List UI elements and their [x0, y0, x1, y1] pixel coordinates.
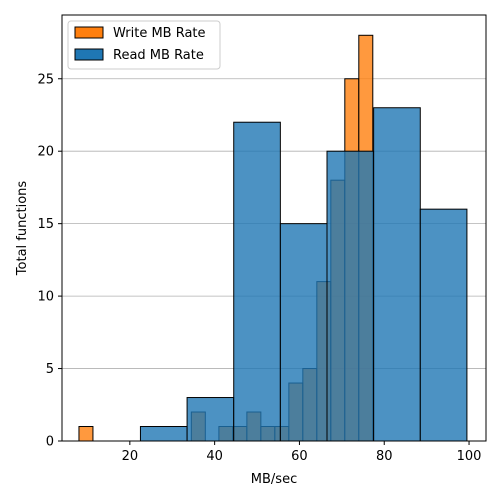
- y-tick-label: 0: [46, 435, 54, 450]
- histogram-bar: [233, 121, 281, 442]
- legend-swatch-read: [74, 48, 104, 61]
- legend-label-write: Write MB Rate: [113, 26, 206, 41]
- y-tick-label: 5: [46, 362, 54, 377]
- x-tick-label: 40: [206, 449, 223, 464]
- x-axis-ticks: 20 40 60 80 100: [122, 441, 482, 464]
- y-tick-label: 15: [37, 217, 54, 232]
- y-tick-label: 10: [37, 290, 54, 305]
- histogram-bar: [279, 223, 328, 442]
- histogram-bar: [186, 397, 235, 442]
- plot-frame: [61, 14, 487, 442]
- legend-swatch-write: [74, 26, 104, 39]
- legend-label-read: Read MB Rate: [113, 48, 204, 63]
- histogram-bar: [419, 208, 468, 442]
- y-axis-ticks: 0 5 10 15 20 25: [37, 72, 62, 450]
- x-tick-label: 60: [291, 449, 308, 464]
- y-tick-label: 20: [37, 145, 54, 160]
- histogram-bar: [373, 107, 421, 442]
- histogram-bar: [78, 426, 94, 442]
- x-tick-label: 100: [457, 449, 482, 464]
- x-tick-label: 80: [376, 449, 393, 464]
- x-axis-label: MB/sec: [251, 472, 297, 487]
- legend-box: [67, 20, 221, 70]
- histogram-bar: [139, 426, 188, 442]
- histogram-bar: [326, 150, 375, 442]
- x-tick-label: 20: [122, 449, 139, 464]
- legend: Write MB Rate Read MB Rate: [67, 20, 221, 70]
- series-read-mb-rate: [139, 107, 468, 442]
- y-axis-label: Total functions: [15, 181, 30, 277]
- y-tick-label: 25: [37, 72, 54, 87]
